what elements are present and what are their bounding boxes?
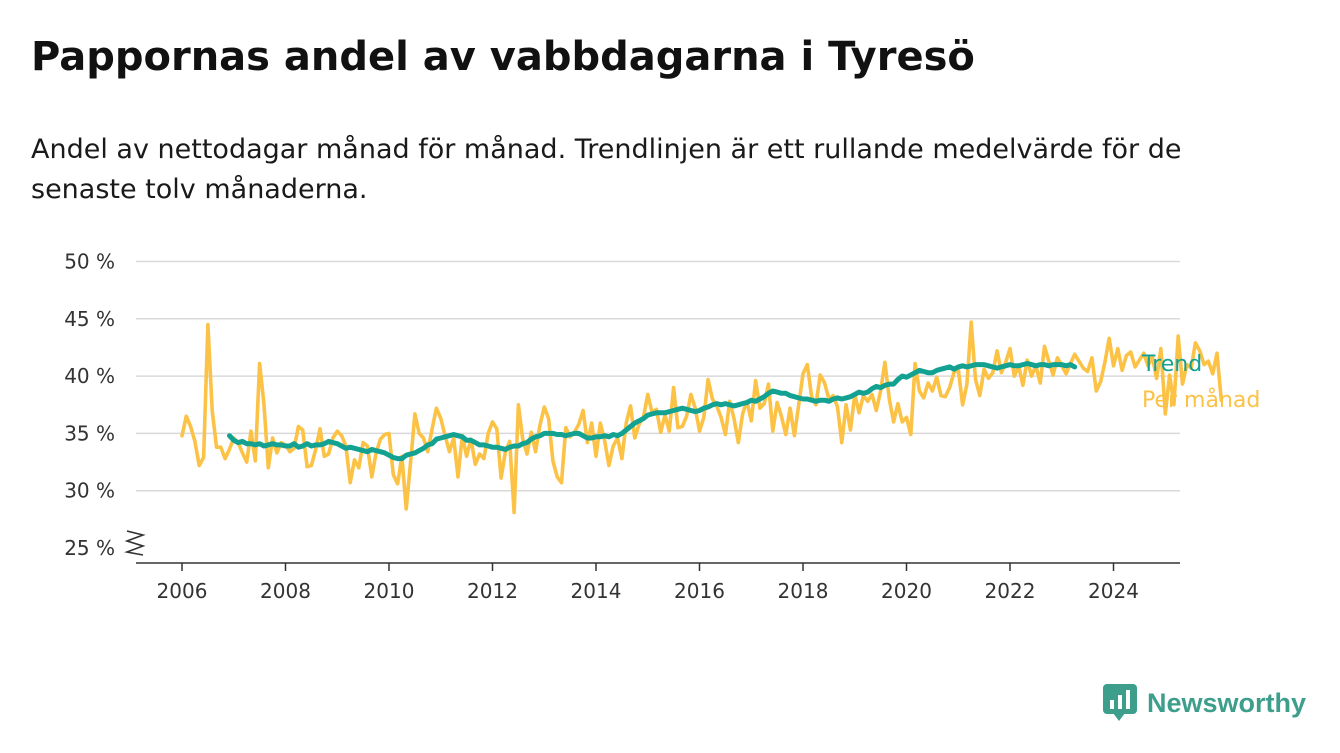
x-tick-label: 2016 — [674, 579, 725, 603]
y-tick-label: 45 % — [64, 307, 115, 331]
y-tick-label: 25 % — [64, 536, 115, 560]
x-tick-label: 2008 — [260, 579, 311, 603]
x-tick-label: 2024 — [1088, 579, 1139, 603]
series-labels: Per månad Trend — [1141, 352, 1260, 413]
series-label-per-manad: Per månad — [1142, 387, 1260, 413]
x-axis: 2006 2008 2010 2012 2014 2016 2018 2020 2022 2024 — [136, 562, 1180, 603]
x-tick-label: 2018 — [778, 579, 829, 603]
series-line-per-manad — [180, 320, 1224, 515]
series-line-trend — [227, 361, 1078, 462]
bar-chart-speech-bubble-icon — [1103, 684, 1137, 721]
x-tick-label: 2006 — [157, 579, 208, 603]
gridlines — [136, 260, 1180, 492]
y-tick-label: 30 % — [64, 479, 115, 503]
series-label-trend: Trend — [1141, 352, 1202, 377]
series-lines — [180, 320, 1224, 515]
x-tick-label: 2012 — [467, 579, 518, 603]
brand-name: Newsworthy — [1147, 687, 1307, 718]
x-tick-label: 2014 — [571, 579, 622, 603]
x-tick-label: 2022 — [985, 579, 1036, 603]
y-axis-ticks: 25 % 30 % 35 % 40 % 45 % 50 % — [64, 250, 146, 560]
y-tick-label: 40 % — [64, 364, 115, 388]
newsworthy-logo: Newsworthy — [1103, 684, 1306, 722]
x-tick-label: 2020 — [881, 579, 932, 603]
chart-subtitle: Andel av nettodagar månad för månad. Tre… — [31, 134, 1182, 205]
x-tick-label: 2010 — [364, 579, 415, 603]
y-tick-label: 50 % — [64, 250, 115, 274]
y-tick-label: 35 % — [64, 421, 115, 445]
axis-break-mark — [124, 530, 146, 556]
chart-title: Pappornas andel av vabbdagarna i Tyresö — [31, 34, 975, 80]
